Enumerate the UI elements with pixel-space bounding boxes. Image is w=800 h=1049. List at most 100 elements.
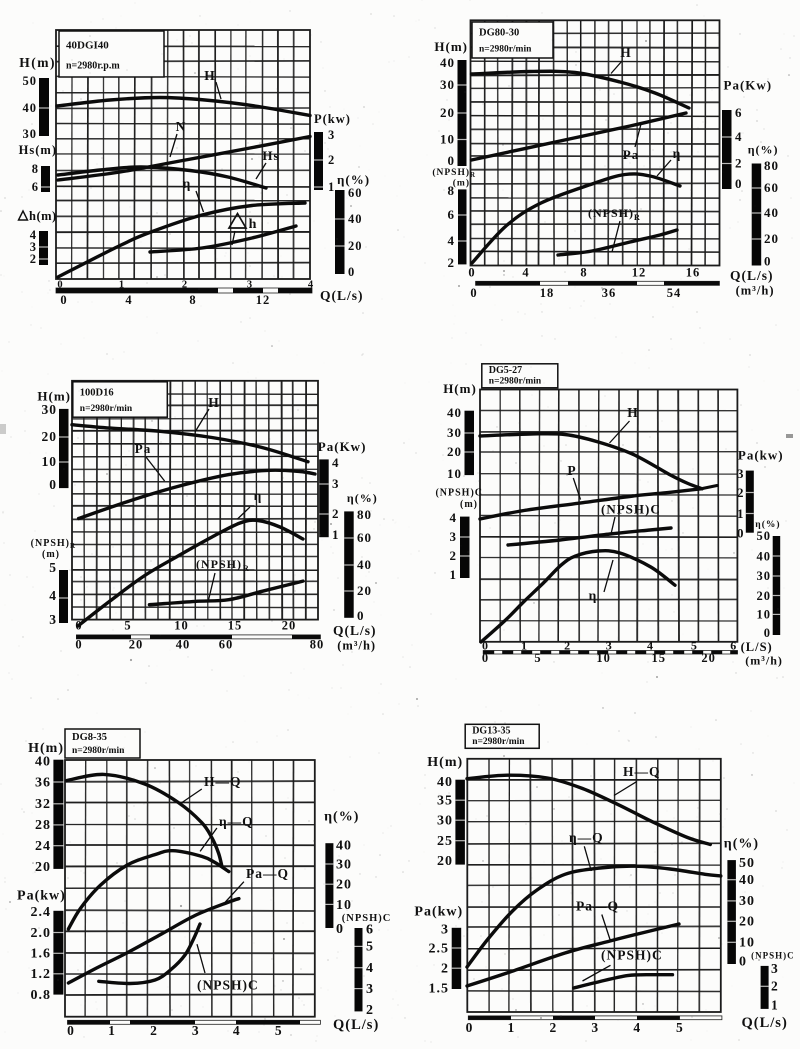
svg-text:2: 2 [737,485,745,500]
svg-text:5: 5 [49,560,57,575]
svg-text:Pa: Pa [135,441,151,456]
svg-text:0.8: 0.8 [31,988,52,1003]
svg-text:12: 12 [632,266,647,280]
svg-text:H: H [627,405,639,420]
svg-text:2: 2 [448,255,456,270]
svg-text:40: 40 [739,873,755,888]
svg-text:50: 50 [739,856,755,871]
svg-text:H: H [204,68,216,83]
svg-text:R: R [243,564,249,573]
svg-text:20: 20 [440,105,455,120]
svg-text:Pa(kw): Pa(kw) [738,448,784,463]
svg-text:2: 2 [550,1020,558,1035]
svg-text:H: H [620,45,632,60]
svg-text:η(%): η(%) [347,491,378,505]
svg-text:40: 40 [176,638,191,652]
svg-text:2.5: 2.5 [429,942,450,957]
svg-text:H—Q: H—Q [204,774,242,789]
svg-text:n=2980r/min: n=2980r/min [80,404,133,414]
svg-text:30: 30 [739,894,755,909]
svg-text:n=2980r/min: n=2980r/min [479,45,532,55]
svg-text:4: 4 [633,1020,641,1035]
svg-text:2: 2 [332,506,340,521]
svg-text:40: 40 [35,755,51,770]
svg-text:36: 36 [602,286,617,300]
svg-text:32: 32 [35,797,51,812]
svg-text:η(%): η(%) [748,143,779,157]
svg-text:(m³/h): (m³/h) [736,284,775,298]
svg-text:H(m): H(m) [427,755,463,770]
svg-text:10: 10 [174,619,189,633]
svg-text:8: 8 [580,266,587,280]
svg-text:0: 0 [348,265,355,279]
svg-text:3: 3 [332,476,340,491]
svg-text:R: R [470,171,476,179]
svg-text:2: 2 [771,979,779,994]
svg-text:24: 24 [35,839,51,854]
svg-text:N: N [176,119,187,134]
svg-text:6: 6 [366,923,374,938]
svg-text:n=2980r/min: n=2980r/min [472,737,525,747]
svg-text:3: 3 [328,128,335,142]
svg-text:(NPSH): (NPSH) [31,538,70,549]
svg-text:60: 60 [357,530,372,545]
svg-text:0: 0 [336,922,344,937]
svg-text:4: 4 [49,588,57,603]
svg-text:η—Q: η—Q [219,814,254,829]
svg-text:4: 4 [366,961,374,976]
svg-text:η: η [673,146,682,161]
svg-text:20: 20 [701,651,716,665]
svg-text:2: 2 [328,153,335,167]
svg-text:0: 0 [49,477,57,492]
svg-text:40DGI40: 40DGI40 [66,39,109,51]
svg-text:60: 60 [764,180,779,195]
svg-text:1: 1 [332,527,340,542]
svg-text:(L/S): (L/S) [741,640,773,654]
svg-text:H: H [208,395,220,410]
svg-text:36: 36 [35,776,51,791]
svg-text:80: 80 [764,158,779,173]
svg-text:16: 16 [686,266,701,280]
svg-text:H(m): H(m) [434,39,468,54]
svg-text:η(%): η(%) [724,837,759,852]
svg-text:(m³/h): (m³/h) [745,654,783,668]
svg-text:8: 8 [189,293,196,307]
svg-text:35: 35 [437,794,453,809]
svg-text:(m): (m) [42,549,60,560]
svg-text:40: 40 [437,775,453,790]
svg-text:Pa(Kw): Pa(Kw) [318,439,367,454]
svg-text:20: 20 [357,583,372,598]
svg-text:η: η [183,176,192,191]
svg-text:20: 20 [129,638,144,652]
svg-text:2.4: 2.4 [31,905,52,920]
svg-text:1: 1 [737,506,745,521]
svg-text:20: 20 [757,589,772,603]
svg-text:h(m): h(m) [29,209,57,223]
svg-text:0: 0 [470,286,477,300]
svg-text:(NPSH): (NPSH) [588,206,634,220]
svg-text:1: 1 [771,998,779,1013]
svg-text:40: 40 [23,101,38,115]
svg-text:H—Q: H—Q [623,764,661,779]
svg-text:60: 60 [348,186,363,200]
svg-text:100D16: 100D16 [80,387,114,398]
svg-text:3: 3 [366,982,374,997]
svg-text:0: 0 [735,176,743,191]
svg-text:R: R [70,542,76,550]
svg-text:0: 0 [466,1020,474,1035]
svg-text:η: η [254,488,263,503]
svg-text:10: 10 [596,651,611,665]
svg-text:4: 4 [332,455,340,470]
svg-text:1: 1 [108,1023,116,1038]
svg-text:1.5: 1.5 [429,982,450,997]
svg-text:n=2980r.p.m: n=2980r.p.m [66,61,120,72]
svg-text:(m): (m) [453,178,470,189]
svg-text:η(%): η(%) [337,172,370,187]
svg-text:8: 8 [32,162,39,176]
svg-text:0: 0 [764,254,772,269]
svg-text:(m): (m) [460,499,478,510]
svg-text:0: 0 [482,651,489,665]
svg-text:5: 5 [366,940,374,955]
svg-text:Pa—Q: Pa—Q [576,899,619,914]
svg-text:η: η [589,588,598,603]
